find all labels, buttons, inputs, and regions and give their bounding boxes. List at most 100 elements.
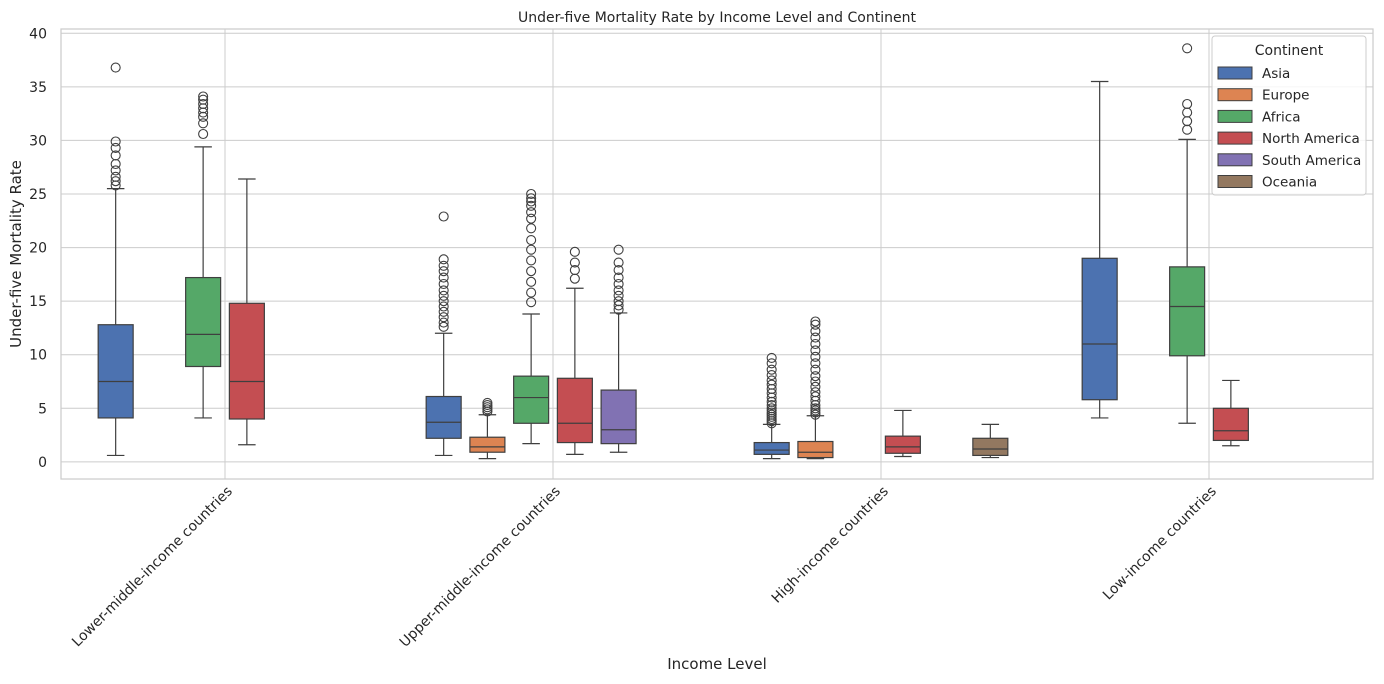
outlier-point: [613, 278, 624, 290]
outlier-point: [613, 265, 624, 276]
outlier-point: [438, 296, 449, 307]
legend-swatch: [1217, 153, 1253, 167]
box-iqr: [556, 377, 593, 444]
outlier-point: [810, 387, 821, 398]
outlier-point: [766, 370, 777, 381]
outlier-point: [438, 272, 449, 283]
outlier-point: [438, 301, 449, 312]
box-group: [228, 178, 265, 446]
outlier-point: [766, 400, 777, 411]
outlier-point: [569, 265, 580, 276]
outlier-point: [438, 321, 449, 332]
outlier-point: [569, 257, 580, 268]
legend-label: Europe: [1262, 88, 1309, 104]
legend-swatch: [1217, 109, 1253, 123]
legend-swatch: [1217, 175, 1253, 188]
legend-title: Continent: [1255, 43, 1324, 59]
outlier-point: [613, 300, 624, 311]
outlier-point: [810, 326, 821, 337]
legend-label: South America: [1262, 153, 1361, 169]
outlier-point: [766, 379, 777, 390]
outlier-point: [438, 254, 449, 265]
outlier-point: [766, 358, 777, 369]
outlier-point: [198, 91, 209, 102]
outlier-point: [110, 165, 121, 176]
y-tick-label: 25: [29, 187, 47, 203]
x-axis-ticks: Lower-middle-income countries Upper-middl…: [69, 484, 1220, 651]
outlier-point: [569, 273, 580, 284]
outlier-point: [438, 317, 449, 328]
outlier-point: [438, 211, 449, 222]
x-axis-label: Income Level: [667, 655, 767, 673]
outlier-point: [482, 397, 493, 408]
box-group: [97, 62, 134, 457]
plot-frame: [60, 28, 1374, 480]
outlier-point: [526, 193, 537, 204]
outlier-point: [198, 128, 209, 140]
y-axis-label: Under-five Mortality Rate: [7, 160, 25, 348]
outlier-point: [613, 290, 624, 301]
outlier-point: [810, 371, 821, 382]
outlier-point: [110, 142, 121, 153]
outlier-point: [526, 287, 537, 298]
outlier-point: [810, 391, 821, 402]
box-group: [884, 409, 921, 458]
y-tick-label: 35: [29, 80, 47, 96]
legend-label: Asia: [1262, 66, 1290, 82]
y-tick-label: 30: [29, 133, 47, 149]
outlier-point: [526, 276, 537, 287]
box-group: [425, 211, 462, 457]
outlier-point: [1182, 43, 1193, 54]
outlier-point: [810, 381, 821, 392]
box-iqr: [425, 395, 462, 439]
outlier-point: [766, 364, 777, 375]
outlier-point: [110, 171, 121, 182]
y-tick-label: 20: [29, 241, 47, 257]
legend-swatch: [1217, 131, 1253, 145]
outlier-point: [526, 235, 537, 246]
legend-items: Asia Europe Africa North America South Ameri…: [1217, 66, 1361, 191]
outlier-point: [766, 403, 777, 414]
box-group: [1169, 43, 1206, 424]
outlier-point: [526, 244, 537, 255]
box-iqr: [513, 375, 550, 424]
y-tick-label: 0: [38, 455, 47, 471]
outlier-point: [810, 364, 821, 375]
legend[interactable]: Continent Asia Europe Africa North America S…: [1211, 35, 1367, 196]
outlier-point: [569, 246, 580, 257]
box-iqr: [228, 302, 265, 420]
outlier-point: [613, 296, 624, 307]
outlier-point: [810, 316, 821, 327]
outlier-point: [198, 94, 209, 105]
box-iqr: [753, 441, 790, 455]
y-tick-label: 15: [29, 294, 47, 310]
legend-swatch: [1217, 66, 1253, 80]
box-iqr: [884, 435, 921, 454]
box-group: [797, 316, 834, 460]
box-group: [469, 397, 506, 460]
box-iqr: [185, 276, 222, 368]
box-iqr: [972, 437, 1009, 457]
outlier-point: [810, 358, 821, 369]
x-tick-label: Lower-middle-income countries: [69, 484, 236, 651]
box-iqr: [1169, 266, 1206, 357]
legend-label: North America: [1262, 131, 1360, 147]
legend-label: Africa: [1262, 109, 1301, 125]
outlier-point: [526, 200, 537, 211]
outlier-point: [438, 285, 449, 296]
outlier-point: [613, 272, 624, 283]
outlier-point: [198, 98, 209, 110]
legend-label: Oceania: [1262, 175, 1317, 191]
outlier-point: [1182, 116, 1193, 127]
outlier-point: [110, 136, 121, 147]
outlier-point: [810, 332, 821, 343]
outlier-point: [526, 213, 537, 224]
outlier-point: [526, 223, 537, 234]
outlier-point: [810, 338, 821, 350]
grid-lines: [61, 29, 1373, 479]
y-tick-label: 40: [29, 26, 47, 42]
box-group: [600, 244, 637, 453]
outlier-point: [766, 352, 777, 363]
outlier-point: [613, 244, 624, 255]
